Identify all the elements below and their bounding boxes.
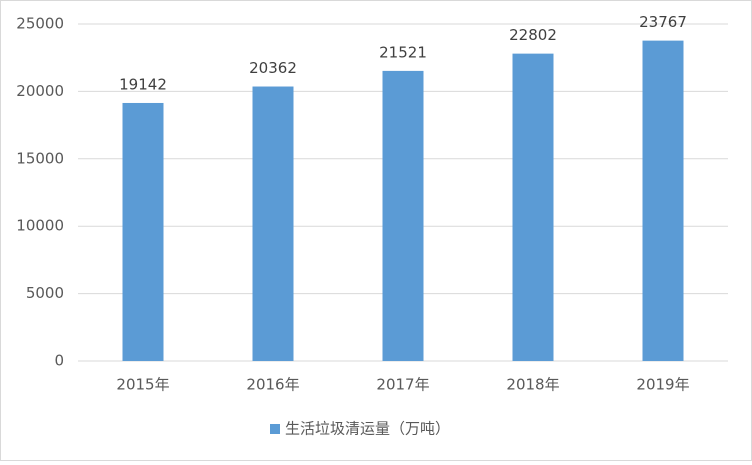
data-label: 19142: [119, 75, 167, 93]
x-tick-label: 2018年: [506, 376, 559, 394]
x-tick-label: 2015年: [116, 376, 169, 394]
y-tick-label: 0: [54, 352, 64, 370]
y-tick-label: 15000: [16, 149, 64, 167]
data-label: 22802: [509, 26, 557, 44]
data-label: 21521: [379, 43, 427, 61]
bar: [122, 102, 164, 361]
y-tick-label: 20000: [16, 82, 64, 100]
x-tick-label: 2017年: [376, 376, 429, 394]
y-tick-label: 5000: [26, 284, 64, 302]
bar: [252, 86, 294, 362]
y-tick-label: 10000: [16, 217, 64, 235]
legend-swatch: [270, 424, 280, 434]
x-tick-label: 2019年: [636, 376, 689, 394]
bar: [382, 70, 424, 362]
data-label: 20362: [249, 59, 297, 77]
bar: [642, 40, 684, 361]
bar: [512, 53, 554, 362]
data-label: 23767: [639, 13, 687, 31]
x-tick-label: 2016年: [246, 376, 299, 394]
legend-label: 生活垃圾清运量（万吨）: [285, 420, 450, 438]
y-tick-label: 25000: [16, 15, 64, 33]
